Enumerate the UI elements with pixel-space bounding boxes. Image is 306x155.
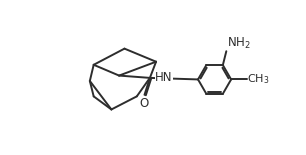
Text: HN: HN bbox=[155, 71, 173, 84]
Text: O: O bbox=[140, 97, 149, 110]
Text: CH$_3$: CH$_3$ bbox=[247, 72, 269, 86]
Text: NH$_2$: NH$_2$ bbox=[227, 36, 251, 51]
